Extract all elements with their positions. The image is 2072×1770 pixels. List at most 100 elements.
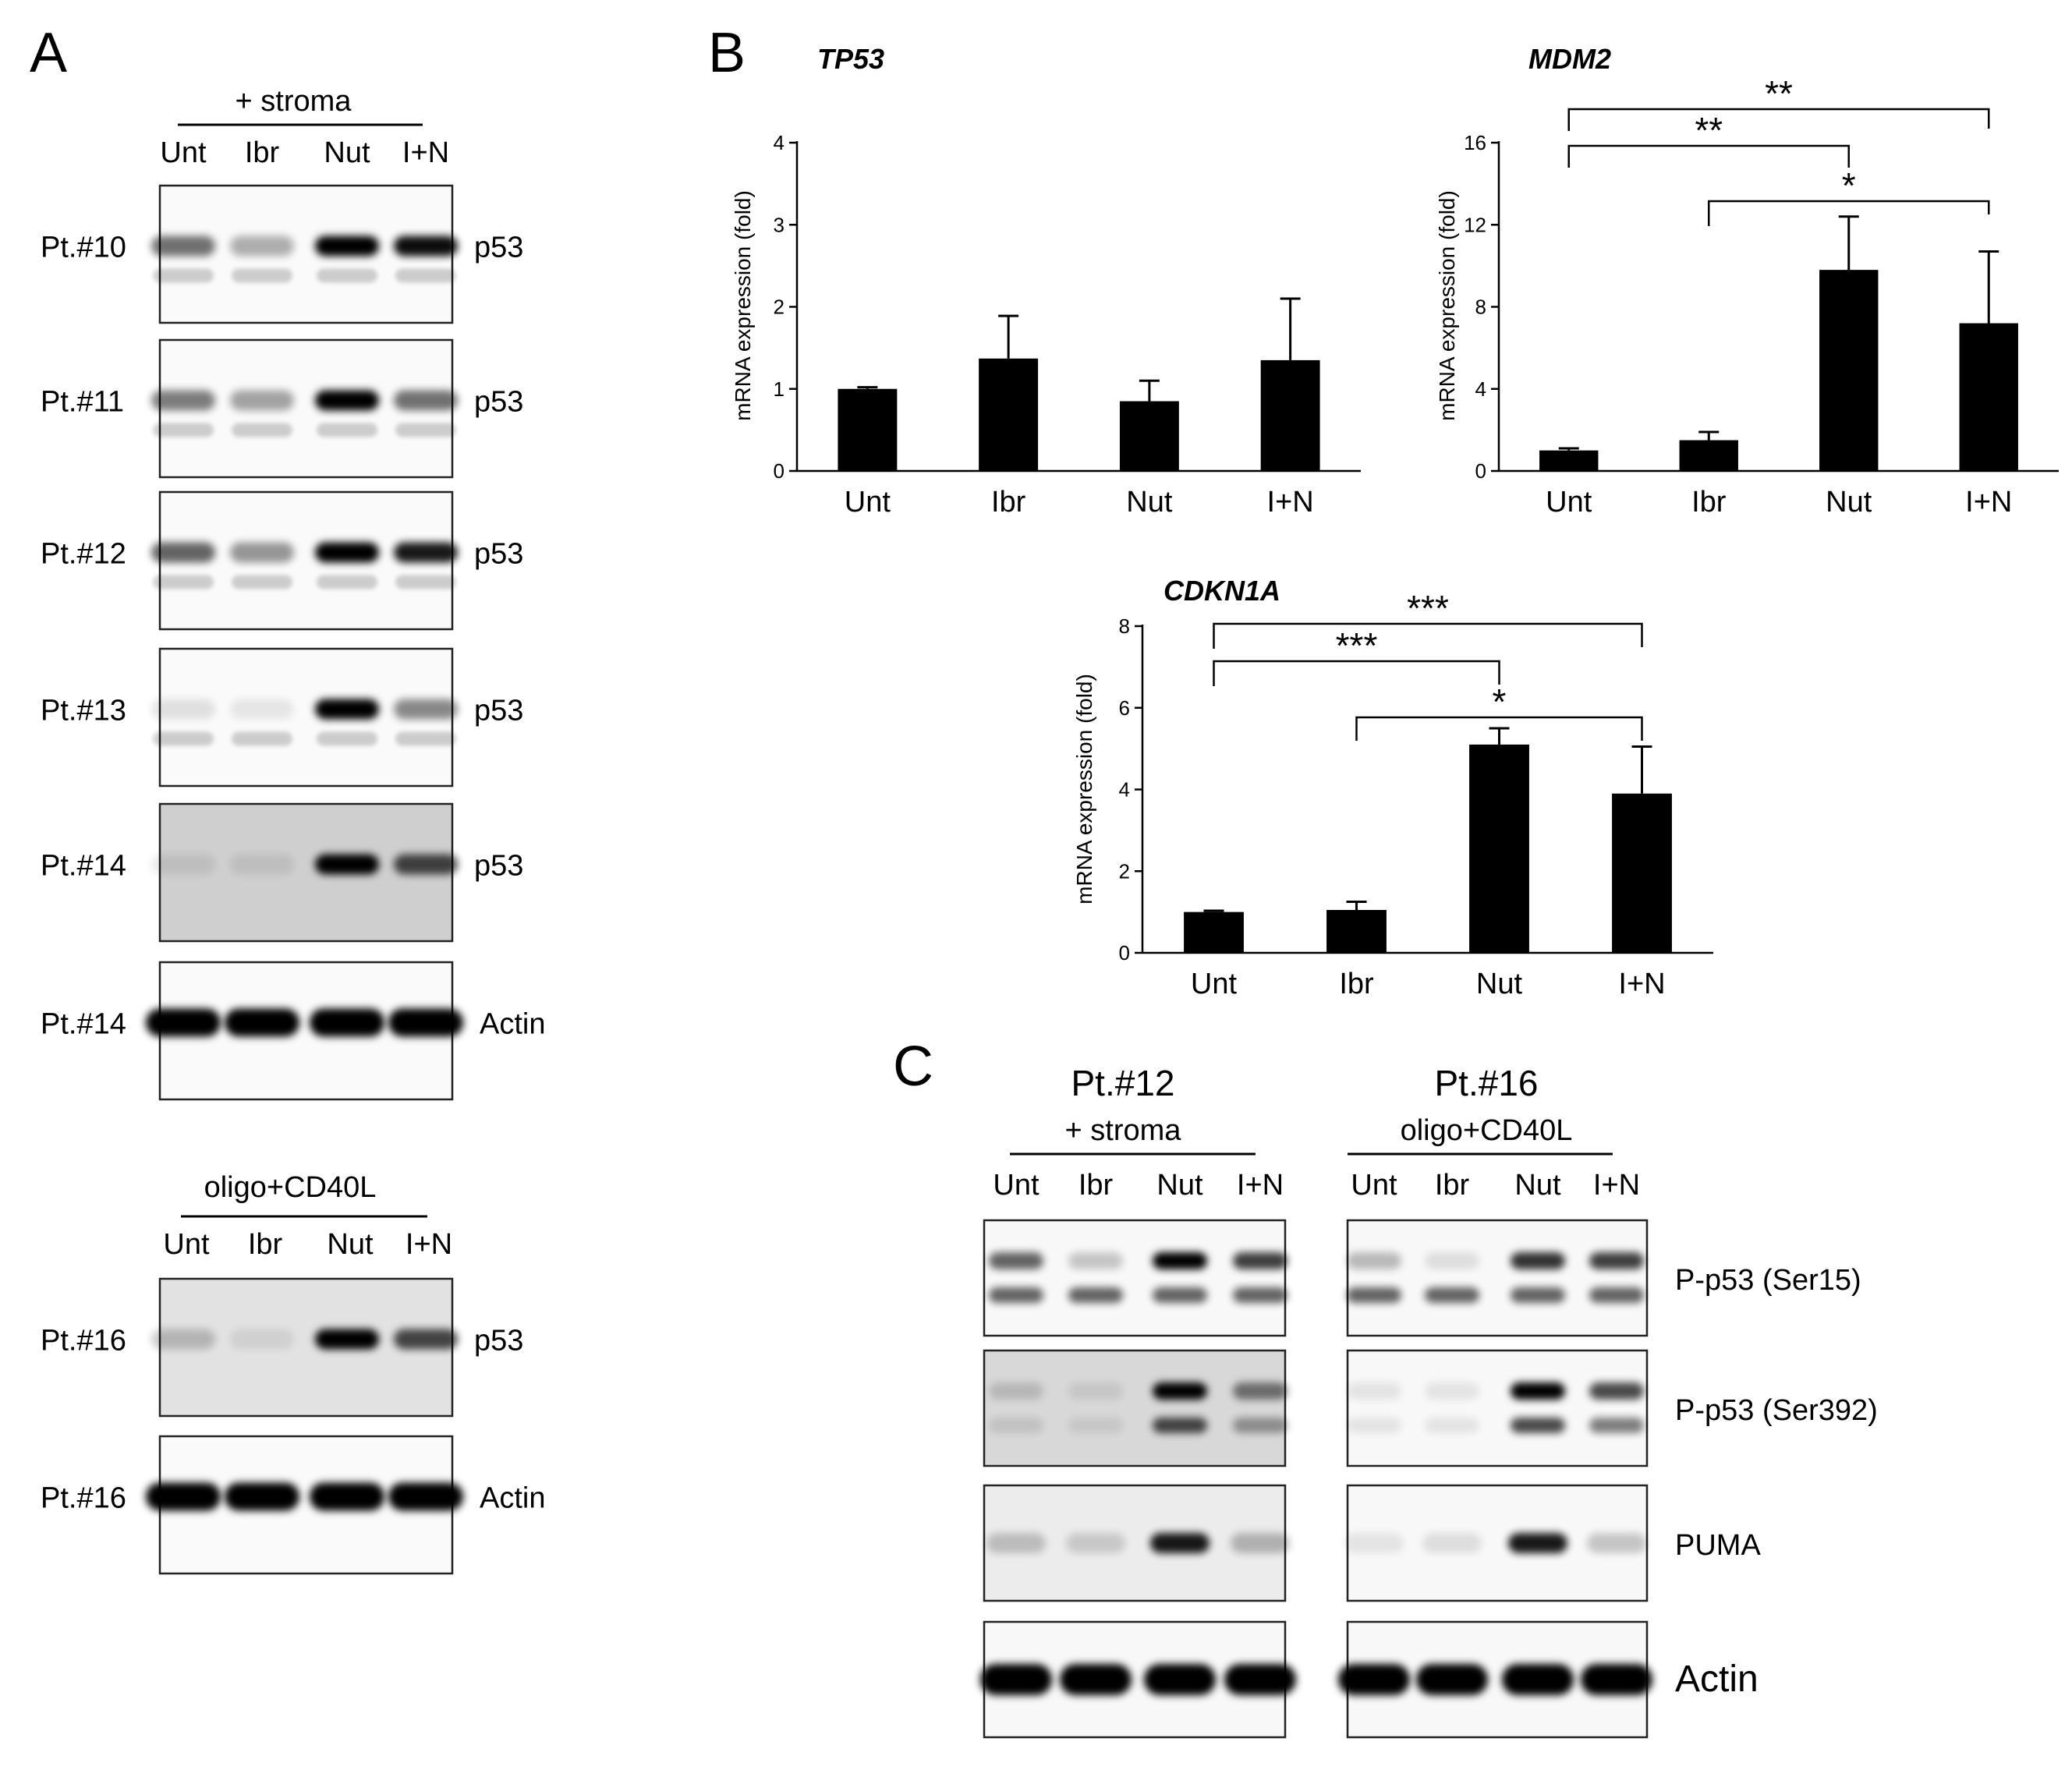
band: [230, 235, 294, 257]
band: [989, 1252, 1043, 1269]
band: [388, 1482, 463, 1511]
band: [1150, 1533, 1210, 1553]
band: [315, 390, 379, 411]
chart-mdm2: MDM2 mRNA expression (fold) 0 4 8 12 16 Unt Ib…: [1435, 43, 2059, 519]
band: [1338, 1664, 1410, 1695]
lane-labels-stroma: Unt Ibr Nut I+N: [160, 136, 449, 169]
band: [315, 854, 379, 875]
lane-label: Nut: [1514, 1169, 1561, 1202]
panel-c-western-blots: Pt.#12 + stroma Pt.#16 oligo+CD40L Unt Un…: [980, 1063, 1878, 1739]
band: [394, 1329, 458, 1350]
lane-label: Ibr: [245, 136, 280, 169]
band: [1068, 1252, 1123, 1269]
band: [1347, 1287, 1401, 1303]
band: [1416, 1664, 1488, 1695]
band: [315, 1329, 379, 1350]
band: [986, 1533, 1046, 1553]
significance-label: ***: [1336, 625, 1378, 666]
lane-label: Ibr: [1079, 1169, 1114, 1202]
protein-label: p53: [474, 1325, 523, 1358]
x-tick-label: Ibr: [991, 486, 1026, 519]
faint-band: [232, 731, 292, 746]
bar: [1119, 401, 1179, 471]
protein-label: Actin: [480, 1008, 545, 1041]
band: [1425, 1418, 1479, 1433]
band: [1589, 1252, 1644, 1269]
blot-frame: [983, 1349, 1287, 1467]
lane-label: Nut: [327, 1228, 374, 1261]
left-patient: Pt.#12: [1071, 1063, 1175, 1103]
lane-label: Nut: [1156, 1169, 1203, 1202]
band: [151, 542, 215, 563]
protein-label: Actin: [480, 1482, 545, 1515]
faint-band: [395, 423, 456, 437]
cd40l-header: oligo+CD40L: [204, 1171, 377, 1204]
band: [230, 1329, 294, 1350]
bar: [1326, 910, 1387, 953]
protein-label: p53: [474, 695, 523, 727]
band: [315, 235, 379, 257]
band: [1153, 1252, 1207, 1269]
band: [1068, 1287, 1123, 1303]
y-tick-label: 2: [774, 296, 785, 319]
y-tick-label: 4: [1475, 377, 1486, 401]
band: [1422, 1533, 1482, 1553]
x-tick-label: Nut: [1476, 968, 1523, 1000]
blot-row: Pt.#11 p53: [41, 338, 523, 479]
y-tick-label: 12: [1464, 213, 1486, 236]
faint-band: [317, 268, 377, 283]
band: [1233, 1382, 1287, 1400]
panel-label-c: C: [893, 1035, 933, 1098]
band: [1224, 1664, 1296, 1695]
bar: [1260, 359, 1320, 471]
lane-label: Ibr: [248, 1228, 283, 1261]
protein-label: p53: [474, 538, 523, 571]
y-tick-label: 6: [1119, 696, 1130, 720]
band: [1589, 1382, 1644, 1400]
significance-label: **: [1695, 110, 1723, 150]
band: [146, 1482, 221, 1511]
band: [1233, 1252, 1287, 1269]
panel-label-a: A: [30, 22, 67, 84]
y-tick-label: 0: [1119, 941, 1130, 965]
band: [230, 542, 294, 563]
y-tick-label: 0: [1475, 459, 1486, 483]
band: [989, 1287, 1043, 1303]
band: [394, 854, 458, 875]
y-tick-label: 8: [1119, 614, 1130, 638]
patient-label: Pt.#13: [41, 695, 126, 727]
blot-row: Pt.#13 p53: [41, 647, 523, 788]
band: [1581, 1664, 1652, 1695]
chart-cdkn1a: CDKN1A mRNA expression (fold) 0 2 4 6 8 Unt Ib…: [1072, 575, 1713, 1000]
blot-row: PUMA: [983, 1484, 1761, 1602]
faint-band: [232, 423, 292, 437]
protein-label: p53: [474, 386, 523, 419]
band: [1589, 1418, 1644, 1433]
lane-label: Unt: [1351, 1169, 1397, 1202]
significance-bracket: [1213, 622, 1643, 649]
band: [1511, 1287, 1565, 1303]
bar: [1959, 323, 2018, 471]
blot-frame: [1346, 1219, 1649, 1337]
band: [1508, 1533, 1567, 1553]
lane-label: I+N: [402, 136, 449, 169]
faint-band: [153, 268, 214, 283]
faint-band: [395, 731, 456, 746]
band: [989, 1382, 1043, 1400]
blot-frame: [983, 1219, 1287, 1337]
y-tick-label: 16: [1464, 131, 1486, 154]
patient-label: Pt.#14: [41, 1008, 126, 1041]
band: [225, 1008, 299, 1037]
panel-a-western-blots: + stroma Unt Ibr Nut I+N oligo+CD40L Unt Ibr…: [41, 85, 545, 1575]
faint-band: [232, 575, 292, 589]
chart-title: CDKN1A: [1164, 575, 1280, 607]
left-condition: + stroma: [1065, 1114, 1182, 1147]
blot-row: Actin: [980, 1620, 1759, 1739]
faint-band: [395, 268, 456, 283]
lane-label: Ibr: [1435, 1169, 1470, 1202]
lane-label: I+N: [1237, 1169, 1284, 1202]
lane-label: Unt: [160, 136, 207, 169]
blot-row: Pt.#12 p53: [41, 490, 523, 631]
